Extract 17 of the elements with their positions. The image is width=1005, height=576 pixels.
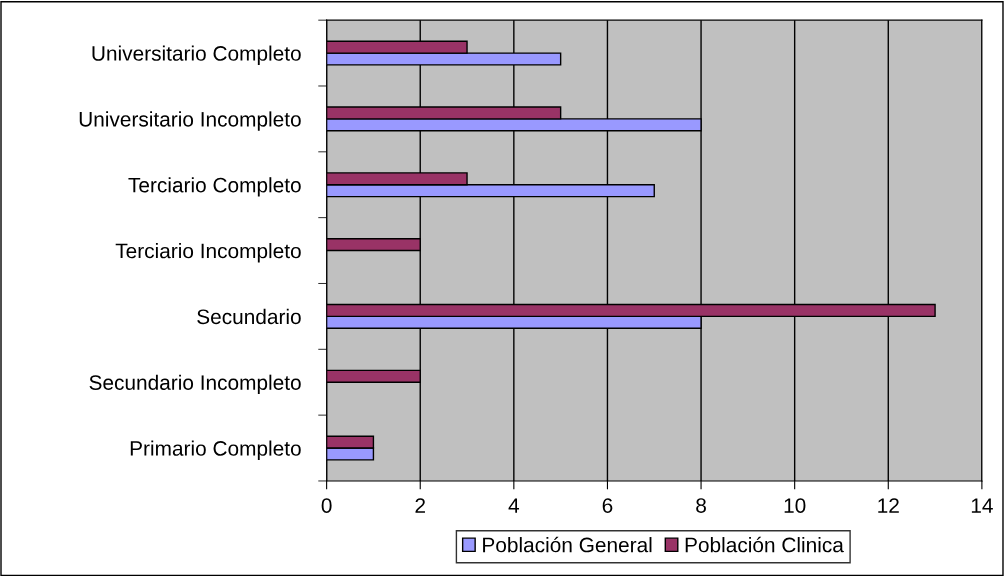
x-tick-label: 8: [696, 498, 706, 513]
x-tick-label: 14: [971, 498, 993, 513]
y-tick-label: Secundario Incompleto: [89, 374, 301, 395]
y-tick-label: Terciario Completo: [128, 177, 301, 197]
y-tick-label: Universitario Incompleto: [79, 111, 301, 131]
x-tick-label: 2: [415, 498, 425, 513]
y-tick-label: Terciario Incompleto: [115, 243, 301, 263]
x-tick-label: 4: [508, 498, 520, 513]
legend-label: Población Clinica: [685, 536, 844, 553]
x-tick-label: 12: [878, 498, 899, 513]
legend-label: Población General: [483, 536, 652, 553]
x-tick-label: 6: [602, 498, 613, 513]
y-tick-label: Primario Completo: [130, 440, 301, 460]
x-tick-label: 10: [784, 498, 806, 513]
y-tick-label: Universitario Completo: [92, 45, 301, 65]
y-tick-label: Secundario: [197, 308, 301, 325]
x-tick-label: 0: [321, 498, 332, 513]
